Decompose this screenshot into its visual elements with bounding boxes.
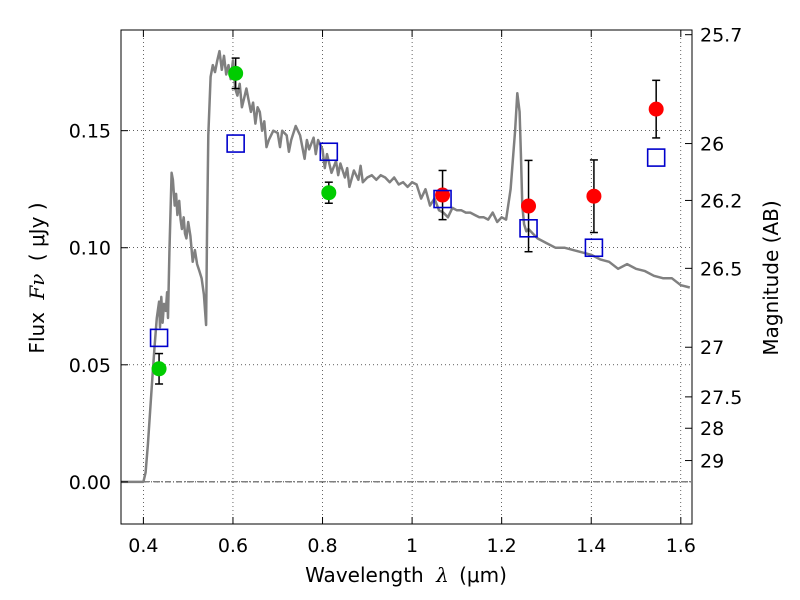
green-point bbox=[152, 361, 167, 376]
magnitude-tick-labels: 25.7 26 26.2 26.5 27 27.5 28 29 bbox=[700, 25, 742, 473]
x-tick-label: 0.8 bbox=[307, 535, 337, 557]
magnitude-tick-label: 26.2 bbox=[700, 190, 742, 212]
x-tick-label: 1.4 bbox=[576, 535, 606, 557]
y-tick-labels: 0.00 0.05 0.10 0.15 bbox=[69, 121, 111, 494]
green-point bbox=[321, 185, 336, 200]
x-tick-label: 0.6 bbox=[218, 535, 248, 557]
green-observed-points bbox=[152, 66, 337, 376]
model-square bbox=[227, 135, 244, 152]
x-tick-label: 1.2 bbox=[487, 535, 517, 557]
magnitude-tick-label: 27.5 bbox=[700, 387, 742, 409]
green-point bbox=[228, 66, 243, 81]
y-tick-label: 0.15 bbox=[69, 121, 111, 143]
x-tick-label: 1.6 bbox=[666, 535, 696, 557]
x-axis-label: Wavelength λ (μm) bbox=[305, 563, 507, 587]
model-spectrum-line bbox=[121, 51, 690, 482]
magnitude-tick-label: 29 bbox=[700, 451, 724, 473]
y-tick-label: 0.00 bbox=[69, 472, 111, 494]
x-tick-label: 0.4 bbox=[128, 535, 158, 557]
magnitude-axis-label: Magnitude (AB) bbox=[759, 200, 783, 355]
y-tick-label: 0.05 bbox=[69, 355, 111, 377]
magnitude-tick-label: 26 bbox=[700, 134, 724, 156]
model-square bbox=[151, 329, 168, 346]
model-photometry-squares bbox=[151, 135, 665, 346]
red-point bbox=[586, 189, 601, 204]
y-tick-label: 0.10 bbox=[69, 238, 111, 260]
magnitude-tick-label: 28 bbox=[700, 418, 724, 440]
red-point bbox=[521, 199, 536, 214]
x-tick-label: 1 bbox=[406, 535, 418, 557]
sed-chart: 0.4 0.6 0.8 1 1.2 1.4 1.6 0.00 0.05 0.10 0.15 25.… bbox=[0, 0, 800, 600]
error-bars bbox=[155, 58, 660, 384]
x-tick-labels: 0.4 0.6 0.8 1 1.2 1.4 1.6 bbox=[128, 535, 696, 557]
magnitude-tick-label: 25.7 bbox=[700, 25, 742, 47]
red-observed-points bbox=[435, 102, 664, 214]
magnitude-tick-label: 27 bbox=[700, 337, 724, 359]
model-square bbox=[648, 149, 665, 166]
red-point bbox=[649, 102, 664, 117]
magnitude-tick-label: 26.5 bbox=[700, 258, 742, 280]
y-axis-label: Flux Fν ( μJy ) bbox=[25, 202, 49, 353]
